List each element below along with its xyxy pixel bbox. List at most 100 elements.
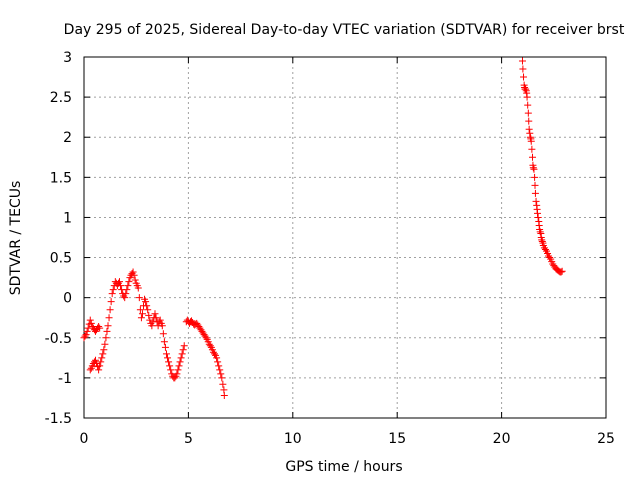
data-point — [162, 350, 170, 358]
data-point — [211, 350, 218, 358]
data-point — [558, 267, 566, 275]
data-point — [524, 101, 532, 109]
data-point — [134, 284, 142, 292]
data-point — [117, 282, 125, 290]
data-point — [160, 338, 168, 346]
data-point — [130, 271, 138, 279]
data-point — [102, 334, 110, 342]
data-point — [166, 362, 174, 370]
data-point — [557, 268, 565, 276]
data-point — [180, 342, 188, 350]
series-1 — [182, 316, 228, 400]
data-point — [87, 319, 95, 327]
data-point — [529, 153, 537, 161]
plot-frame — [83, 56, 607, 419]
y-tick-label: 0.5 — [50, 251, 72, 267]
data-point — [129, 268, 137, 276]
data-point — [142, 298, 150, 306]
data-point — [165, 358, 173, 366]
data-point — [219, 380, 227, 388]
data-point — [124, 282, 132, 290]
data-point — [525, 117, 533, 125]
data-point — [206, 342, 214, 350]
data-point — [125, 278, 133, 286]
x-tick-label: 5 — [184, 431, 193, 447]
tick-layer: 0 5 10 15 20 25 -1.5 -1 -0.5 0 0.5 1 1.5 2 2.5 3 — [45, 50, 615, 447]
x-axis-label: GPS time / hours — [285, 459, 402, 475]
data-point — [177, 354, 185, 362]
data-point — [152, 314, 160, 322]
data-point — [519, 65, 527, 73]
data-point — [91, 356, 99, 364]
data-point — [171, 374, 179, 382]
y-axis-label: SDTVAR / TECUs — [8, 181, 24, 296]
data-point — [176, 358, 184, 366]
data-point — [220, 392, 228, 400]
data-point — [217, 370, 225, 378]
data-point — [107, 298, 115, 306]
data-point — [158, 322, 166, 330]
data-point — [122, 290, 130, 298]
data-point — [173, 370, 181, 378]
data-point — [523, 93, 531, 101]
data-point — [104, 322, 112, 330]
data-point — [167, 366, 175, 374]
data-point — [541, 246, 549, 254]
chart-title: Day 295 of 2025, Sidereal Day-to-day VTE… — [64, 22, 625, 38]
data-point — [520, 73, 528, 81]
y-tick-label: -1.5 — [45, 411, 72, 427]
data-point — [138, 310, 146, 318]
data-point — [81, 332, 89, 340]
data-point — [143, 302, 151, 310]
data-point — [144, 306, 152, 314]
data-point — [174, 366, 182, 374]
y-tick-label: 1 — [63, 210, 72, 226]
data-point — [151, 310, 159, 318]
data-point — [214, 358, 222, 366]
data-point — [123, 286, 131, 294]
data-point — [108, 290, 116, 298]
data-point — [135, 294, 143, 302]
data-point — [529, 164, 537, 172]
data-point — [216, 366, 224, 374]
data-point — [82, 331, 90, 339]
data-point — [100, 346, 108, 354]
data-point — [95, 323, 103, 331]
data-point — [101, 340, 109, 348]
data-point — [97, 358, 105, 366]
x-tick-label: 25 — [597, 431, 615, 447]
data-point — [106, 306, 114, 314]
y-tick-label: 2 — [63, 130, 72, 146]
data-point — [531, 181, 539, 189]
data-point — [531, 189, 539, 197]
data-point — [161, 343, 169, 351]
y-tick-label: -1 — [58, 371, 72, 387]
y-tick-label: 3 — [63, 50, 72, 66]
data-point — [534, 209, 542, 217]
data-point — [538, 238, 546, 246]
data-point — [522, 85, 530, 93]
x-tick-label: 15 — [388, 431, 406, 447]
data-point — [525, 125, 533, 133]
y-tick-label: -0.5 — [45, 331, 72, 347]
y-tick-label: 2.5 — [50, 90, 72, 106]
data-point — [179, 346, 187, 354]
data-point — [103, 327, 111, 335]
grid-layer — [84, 57, 606, 418]
data-point — [213, 354, 221, 362]
data-point — [145, 311, 153, 319]
data-point — [131, 276, 139, 284]
data-point — [215, 362, 223, 370]
data-point — [96, 324, 104, 332]
y-tick-label: 0 — [63, 291, 72, 307]
x-tick-label: 20 — [493, 431, 511, 447]
data-point — [530, 165, 538, 173]
data-point — [109, 286, 117, 294]
data-point — [148, 322, 156, 330]
data-point — [524, 109, 532, 117]
data-point — [531, 173, 539, 181]
data-point — [115, 278, 123, 286]
data-point — [137, 314, 145, 322]
data-point — [121, 294, 129, 302]
